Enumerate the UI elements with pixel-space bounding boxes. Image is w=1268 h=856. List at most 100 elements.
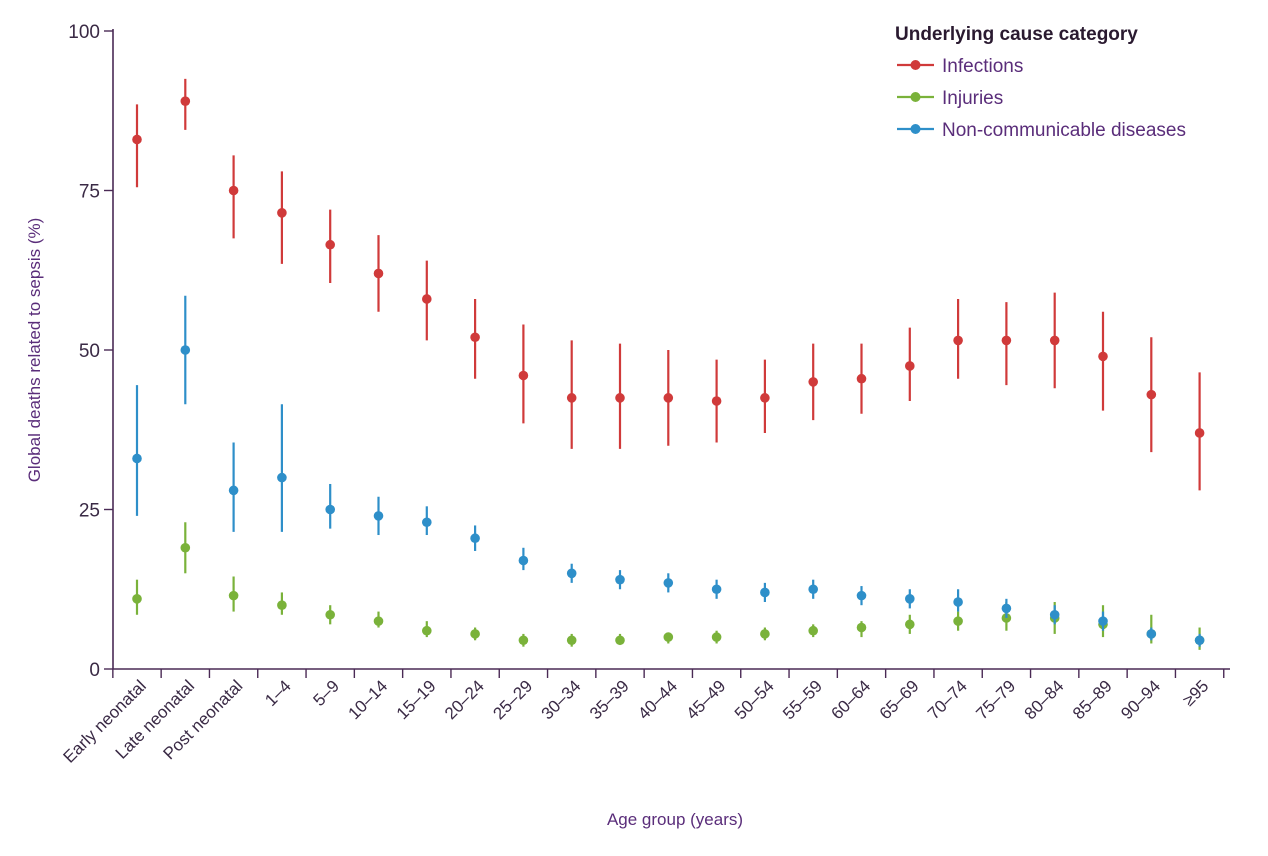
x-tick-label: 75–79 bbox=[972, 676, 1019, 723]
data-point bbox=[470, 533, 480, 544]
x-tick-label: 5–9 bbox=[310, 676, 343, 709]
data-point bbox=[808, 625, 818, 636]
x-tick-label: 55–59 bbox=[779, 676, 826, 723]
x-tick-label: 40–44 bbox=[634, 676, 681, 723]
data-point bbox=[711, 584, 722, 595]
series-0 bbox=[132, 78, 1205, 491]
legend-label: Infections bbox=[942, 56, 1023, 77]
data-point bbox=[566, 568, 577, 579]
data-point bbox=[1001, 603, 1012, 614]
x-tick-label: 70–74 bbox=[924, 676, 971, 723]
x-tick-label: 90–94 bbox=[1117, 676, 1164, 723]
x-tick-label: 30–34 bbox=[538, 676, 585, 723]
data-point bbox=[953, 335, 963, 346]
data-point bbox=[325, 504, 336, 515]
data-point bbox=[422, 625, 432, 636]
legend-label: Injuries bbox=[942, 88, 1003, 109]
data-point bbox=[373, 268, 384, 279]
data-point bbox=[180, 542, 191, 553]
y-axis-title: Global deaths related to sepsis (%) bbox=[25, 218, 44, 483]
data-point bbox=[808, 377, 818, 387]
data-point bbox=[373, 616, 384, 626]
data-point bbox=[760, 393, 770, 403]
data-point bbox=[1194, 635, 1205, 646]
x-tick-label: 65–69 bbox=[876, 676, 923, 723]
data-point bbox=[1049, 609, 1060, 620]
data-point bbox=[518, 370, 529, 381]
data-point bbox=[663, 578, 674, 588]
series-2 bbox=[132, 295, 1205, 647]
legend-marker bbox=[910, 60, 921, 70]
legend-label: Non-communicable diseases bbox=[942, 120, 1186, 141]
data-point bbox=[325, 239, 336, 250]
data-point bbox=[518, 555, 529, 566]
data-point bbox=[856, 622, 867, 633]
y-tick-label: 75 bbox=[79, 182, 100, 203]
legend-title: Underlying cause category bbox=[895, 24, 1138, 45]
data-point bbox=[711, 632, 722, 642]
data-point bbox=[132, 453, 142, 464]
data-point bbox=[1146, 389, 1157, 400]
data-point bbox=[228, 185, 239, 196]
data-point bbox=[615, 574, 625, 585]
data-point bbox=[277, 472, 287, 483]
x-tick-label: 20–24 bbox=[441, 676, 488, 723]
x-tick-label: 60–64 bbox=[827, 676, 874, 723]
data-point bbox=[518, 635, 529, 646]
data-point bbox=[228, 485, 239, 496]
data-point bbox=[663, 632, 674, 642]
data-point bbox=[566, 393, 577, 403]
data-point bbox=[1049, 335, 1060, 346]
data-point bbox=[277, 600, 287, 610]
data-point bbox=[132, 134, 142, 145]
x-tick-label: 25–29 bbox=[489, 676, 536, 723]
data-point bbox=[615, 393, 625, 403]
data-point bbox=[808, 584, 818, 595]
data-point bbox=[615, 635, 625, 646]
data-point bbox=[470, 629, 480, 639]
data-point bbox=[180, 345, 191, 355]
data-point bbox=[760, 629, 770, 639]
data-point bbox=[1001, 335, 1012, 346]
x-tick-label: 50–54 bbox=[731, 676, 778, 723]
data-point bbox=[1098, 616, 1108, 626]
data-point bbox=[905, 361, 915, 371]
data-point bbox=[760, 587, 770, 598]
data-point bbox=[1146, 629, 1157, 639]
x-tick-label: 35–39 bbox=[586, 676, 633, 723]
y-tick-label: 25 bbox=[79, 501, 100, 522]
legend-marker bbox=[910, 92, 921, 102]
data-point bbox=[711, 396, 722, 406]
data-point bbox=[132, 594, 142, 604]
data-point bbox=[1194, 428, 1205, 438]
x-tick-label: ≥95 bbox=[1179, 676, 1212, 709]
data-point bbox=[953, 597, 963, 607]
data-point bbox=[470, 332, 480, 343]
legend-marker bbox=[910, 124, 921, 134]
series-1 bbox=[132, 522, 1205, 650]
data-point bbox=[373, 511, 384, 521]
data-point bbox=[422, 294, 432, 304]
x-tick-label: Early neonatal bbox=[60, 676, 150, 766]
data-point bbox=[856, 590, 867, 601]
y-tick-label: 50 bbox=[79, 341, 100, 362]
x-tick-label: 1–4 bbox=[261, 676, 294, 709]
data-point bbox=[228, 590, 239, 601]
x-tick-label: 10–14 bbox=[344, 676, 391, 723]
data-point bbox=[905, 594, 915, 604]
x-tick-label: 85–89 bbox=[1069, 676, 1116, 723]
x-axis-title: Age group (years) bbox=[607, 810, 743, 829]
x-tick-label: 80–84 bbox=[1021, 676, 1068, 723]
data-point bbox=[180, 96, 191, 106]
data-point bbox=[277, 208, 287, 218]
data-point bbox=[566, 635, 577, 646]
data-point bbox=[905, 619, 915, 630]
x-tick-label: 45–49 bbox=[683, 676, 730, 723]
data-point bbox=[663, 393, 674, 403]
x-tick-label: 15–19 bbox=[393, 676, 440, 723]
data-point bbox=[1098, 351, 1108, 362]
data-point bbox=[856, 373, 867, 384]
y-tick-label: 0 bbox=[89, 660, 100, 681]
data-point bbox=[953, 616, 963, 626]
